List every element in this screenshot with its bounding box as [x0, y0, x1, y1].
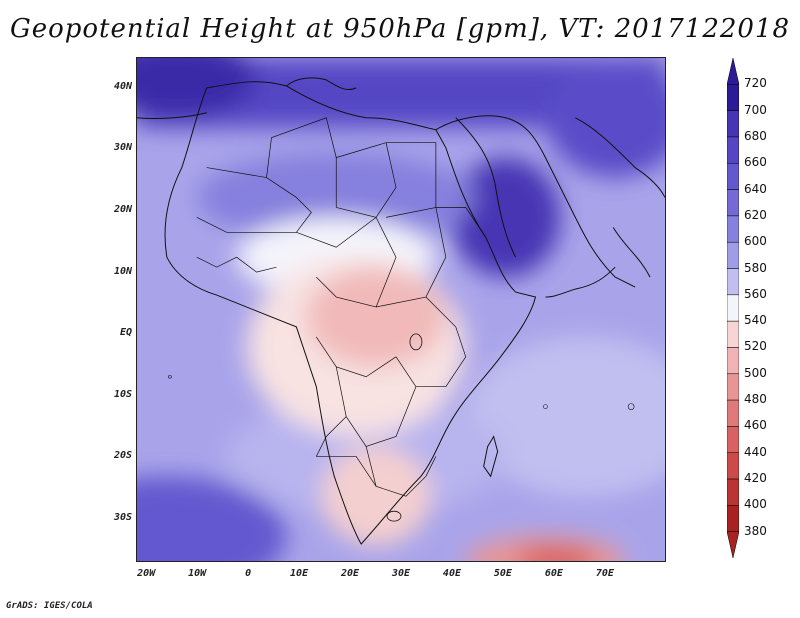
colorbar-segment	[727, 294, 739, 322]
lat-label-20s: 20S	[113, 450, 132, 462]
credit-text: GrADS: IGES/COLA	[6, 601, 93, 611]
coastlines	[137, 77, 665, 545]
map-panel	[136, 57, 666, 562]
colorbar-segment	[727, 452, 739, 480]
lon-label-10w: 10W	[188, 568, 207, 579]
colorbar-segment	[727, 320, 739, 348]
colorbar-label-400: 400	[744, 497, 767, 512]
lakes	[386, 333, 423, 522]
colorbar-bottom-arrow	[727, 531, 739, 558]
colorbar-label-440: 440	[744, 444, 767, 459]
colorbar-label-720: 720	[744, 76, 767, 91]
colorbar-label-660: 660	[744, 155, 767, 170]
lat-label-20n: 20N	[113, 203, 132, 215]
lat-label-eq: EQ	[119, 327, 132, 339]
colorbar-label-420: 420	[744, 471, 767, 486]
lon-label-50e: 50E	[493, 568, 512, 579]
lon-label-30e: 30E	[391, 568, 411, 579]
lon-label-40e: 40E	[442, 568, 461, 579]
colorbar-label-500: 500	[744, 365, 767, 380]
lat-label-10s: 10S	[113, 388, 132, 400]
country-borders	[196, 117, 486, 497]
colorbar-segment	[727, 189, 739, 217]
colorbar-label-620: 620	[744, 207, 767, 222]
lat-label-30n: 30N	[113, 142, 132, 154]
colorbar-label-380: 380	[744, 523, 767, 538]
colorbar-segment	[727, 215, 739, 243]
map-title: Geopotential Height at 950hPa [gpm], VT:…	[9, 14, 791, 44]
colorbar-label-700: 700	[744, 102, 767, 117]
colorbar-segment	[727, 136, 739, 164]
colorbar-segment	[727, 241, 739, 269]
colorbar-label-560: 560	[744, 286, 767, 301]
islands	[168, 374, 635, 410]
lon-label-60e: 60E	[544, 568, 563, 579]
colorbar-segment	[727, 84, 739, 111]
colorbar-segment	[727, 399, 739, 427]
lon-label-20e: 20E	[341, 568, 360, 579]
colorbar-segment	[727, 505, 739, 532]
colorbar-label-680: 680	[744, 128, 767, 143]
colorbar-segment	[727, 478, 739, 506]
lat-label-30s: 30S	[113, 511, 132, 523]
lon-label-0: 0	[245, 568, 252, 579]
colorbar-label-540: 540	[744, 313, 767, 328]
lat-label-10n: 10N	[113, 265, 132, 277]
colorbar-segment	[727, 163, 739, 190]
colorbar-label-460: 460	[744, 418, 767, 433]
colorbar-segment	[727, 110, 739, 138]
colorbar-label-520: 520	[744, 339, 767, 354]
colorbar-segment	[727, 373, 739, 401]
lon-label-20w: 20W	[137, 568, 156, 579]
lat-label-40n: 40N	[113, 80, 132, 92]
colorbar-segment	[727, 426, 739, 453]
colorbar-segment	[727, 268, 739, 296]
colorbar-label-580: 580	[744, 260, 767, 275]
colorbar-label-480: 480	[744, 392, 767, 407]
colorbar-label-640: 640	[744, 181, 767, 196]
colorbar-segment	[727, 347, 739, 375]
lon-label-10e: 10E	[290, 568, 309, 579]
colorbar-top-arrow	[727, 58, 739, 85]
lon-label-70e: 70E	[595, 568, 614, 579]
colorbar	[727, 58, 739, 558]
colorbar-label-600: 600	[744, 234, 767, 249]
